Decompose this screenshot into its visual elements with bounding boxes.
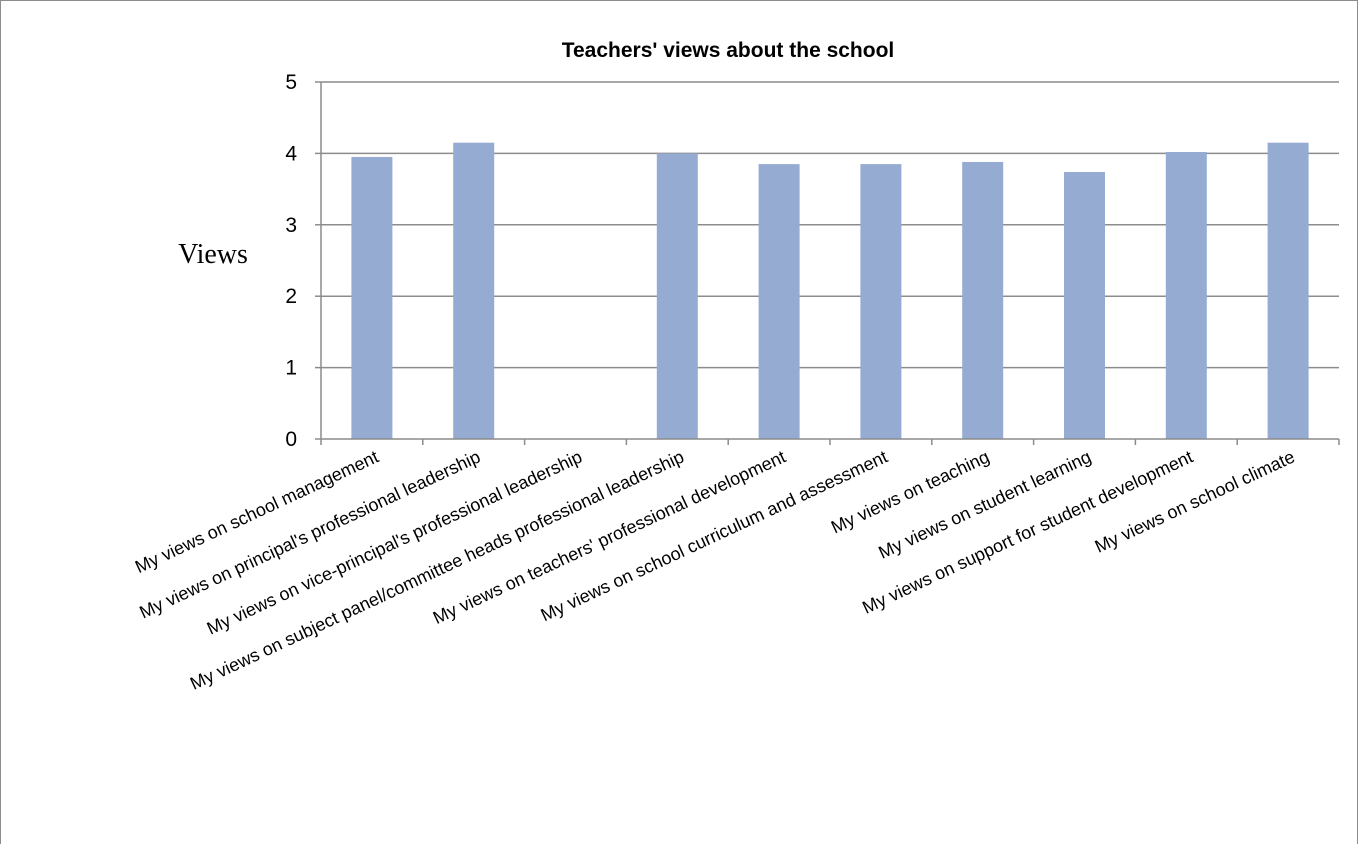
y-tick-label: 3 [285,214,297,237]
bar [1267,142,1309,439]
bar [453,142,495,439]
chart-title: Teachers' views about the school [562,39,895,62]
bar [962,161,1004,439]
y-axis-label: Views [178,239,248,270]
bar [860,164,902,440]
y-tick-labels: 0 1 2 3 4 5 [285,71,297,451]
x-tick-label: My views on vice-principal's professiona… [204,446,586,638]
y-tick-label: 4 [285,142,297,165]
y-tick-label: 2 [285,285,297,308]
bar [1165,151,1207,440]
axes [315,81,1340,445]
bar [1064,171,1105,440]
bar [656,153,698,439]
y-tick-label: 0 [285,428,297,451]
bars [351,142,1309,440]
bar [351,156,393,439]
y-tick-label: 1 [285,357,297,380]
y-tick-label: 5 [285,71,297,94]
bar [758,164,800,440]
